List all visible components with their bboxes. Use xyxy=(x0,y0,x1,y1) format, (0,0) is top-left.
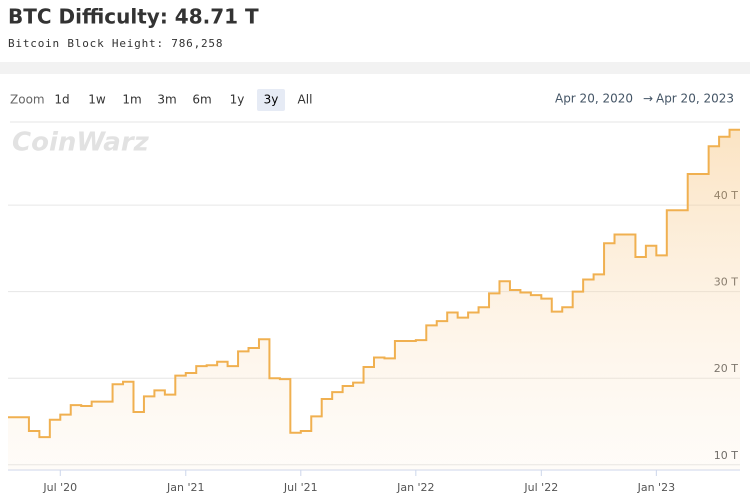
area xyxy=(8,129,740,470)
zoom-button[interactable]: 1m xyxy=(122,93,141,107)
x-tick-label: Jul '20 xyxy=(42,481,77,494)
separator xyxy=(0,62,750,74)
range-to[interactable]: Apr 20, 2023 xyxy=(656,92,734,106)
zoom-button[interactable]: 3y xyxy=(264,93,279,107)
zoom-button[interactable]: 1d xyxy=(54,93,69,107)
subtitle: Bitcoin Block Height: 786,258 xyxy=(8,37,223,50)
zoom-button[interactable]: 1w xyxy=(88,93,106,107)
x-tick-label: Jan '22 xyxy=(396,481,434,494)
x-tick-label: Jul '21 xyxy=(283,481,318,494)
x-tick-label: Jan '21 xyxy=(166,481,204,494)
zoom-label: Zoom xyxy=(10,93,45,107)
zoom-button[interactable]: 3m xyxy=(157,93,176,107)
button-active xyxy=(257,89,285,111)
x-tick-label: Jan '23 xyxy=(637,481,675,494)
line xyxy=(8,128,740,439)
zoom-button[interactable]: All xyxy=(298,93,313,107)
range-arrow: → xyxy=(643,92,653,106)
zoom-button[interactable]: 1y xyxy=(230,93,245,107)
range-from[interactable]: Apr 20, 2020 xyxy=(555,92,633,106)
watermark: CoinWarz xyxy=(12,128,150,158)
title: BTC Difficulty: 48.71 T xyxy=(8,5,259,29)
zoom-button[interactable]: 6m xyxy=(192,93,211,107)
x-tick-label: Jul '22 xyxy=(523,481,558,494)
